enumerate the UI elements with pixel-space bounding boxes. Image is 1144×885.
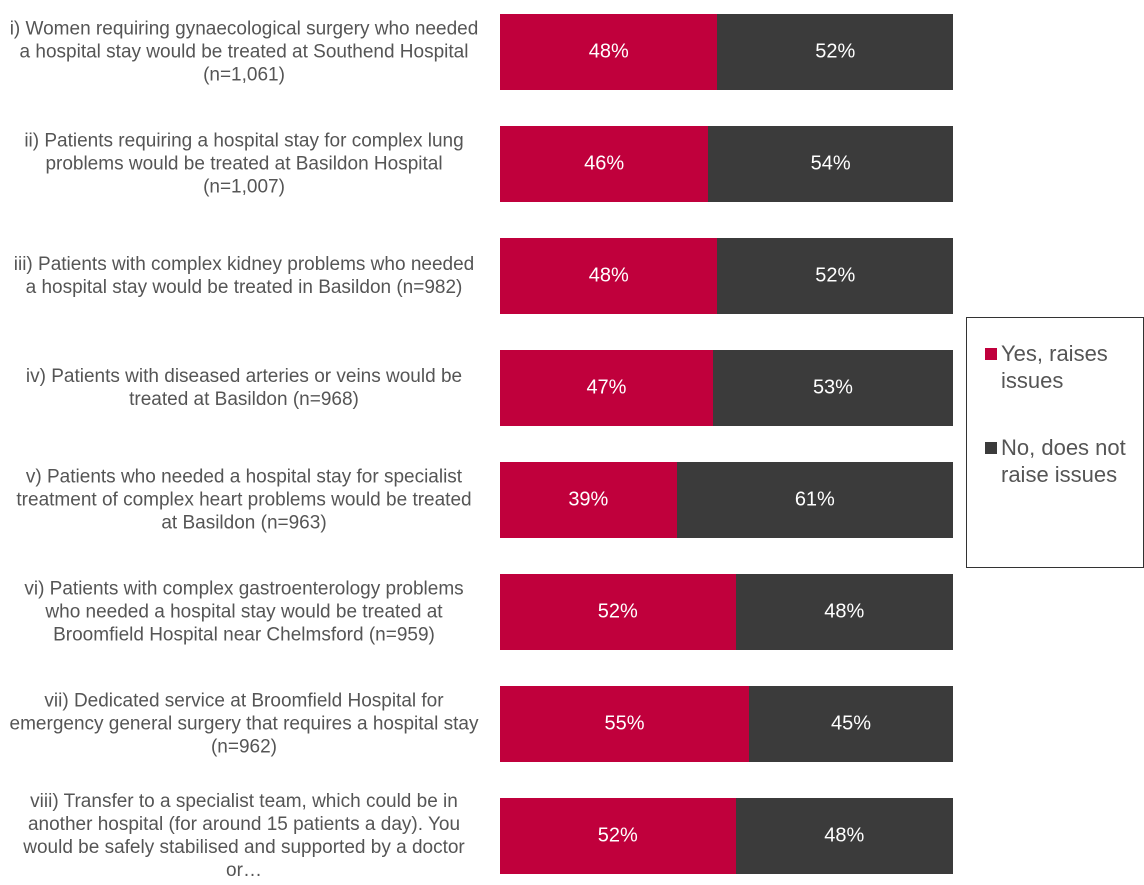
bar-segment (708, 126, 953, 202)
value-label: 39% (568, 488, 609, 511)
bar-segment (500, 574, 736, 650)
category-label: viii) Transfer to a specialist team, whi… (23, 791, 465, 881)
value-label: 53% (812, 376, 853, 399)
category-label: v) Patients who needed a hospital stay f… (16, 466, 472, 534)
legend-item: Yes, raises issues (985, 340, 1133, 394)
bar-segment (500, 798, 736, 874)
bar-segment (735, 798, 953, 874)
value-label: 54% (810, 152, 851, 175)
legend-swatch (985, 348, 997, 360)
bar-segment (500, 462, 677, 538)
bar-segment (712, 350, 953, 426)
value-label: 47% (586, 376, 627, 399)
bar-segment (717, 14, 953, 90)
bar-segment (500, 686, 750, 762)
legend-label: Yes, raises issues (1001, 341, 1108, 393)
value-label: 48% (824, 600, 865, 623)
value-label: 45% (831, 712, 872, 735)
bar-segment (500, 126, 709, 202)
bar-segment (500, 14, 718, 90)
bar-segment (500, 350, 713, 426)
category-label: iv) Patients with diseased arteries or v… (25, 366, 463, 410)
bar-segment (500, 238, 718, 314)
category-label: ii) Patients requiring a hospital stay f… (24, 130, 464, 198)
value-label: 52% (815, 40, 856, 63)
category-label: i) Women requiring gynaecological surger… (9, 18, 479, 86)
value-label: 48% (588, 40, 629, 63)
value-label: 55% (604, 712, 645, 735)
category-label: iii) Patients with complex kidney proble… (13, 254, 475, 298)
bar-segment (676, 462, 953, 538)
legend-swatch (985, 442, 997, 454)
legend-label: No, does not raise issues (1001, 435, 1126, 487)
value-label: 48% (824, 824, 865, 847)
category-label: vii) Dedicated service at Broomfield Hos… (9, 690, 479, 758)
bar-segment (735, 574, 953, 650)
value-label: 52% (815, 264, 856, 287)
bar-segment (749, 686, 953, 762)
value-label: 48% (588, 264, 629, 287)
value-label: 52% (597, 600, 638, 623)
legend-item: No, does not raise issues (985, 434, 1133, 488)
bar-segment (717, 238, 953, 314)
legend: Yes, raises issues No, does not raise iss… (966, 317, 1144, 568)
value-label: 61% (794, 488, 835, 511)
value-label: 52% (597, 824, 638, 847)
value-label: 46% (584, 152, 625, 175)
category-label: vi) Patients with complex gastroenterolo… (24, 578, 464, 646)
